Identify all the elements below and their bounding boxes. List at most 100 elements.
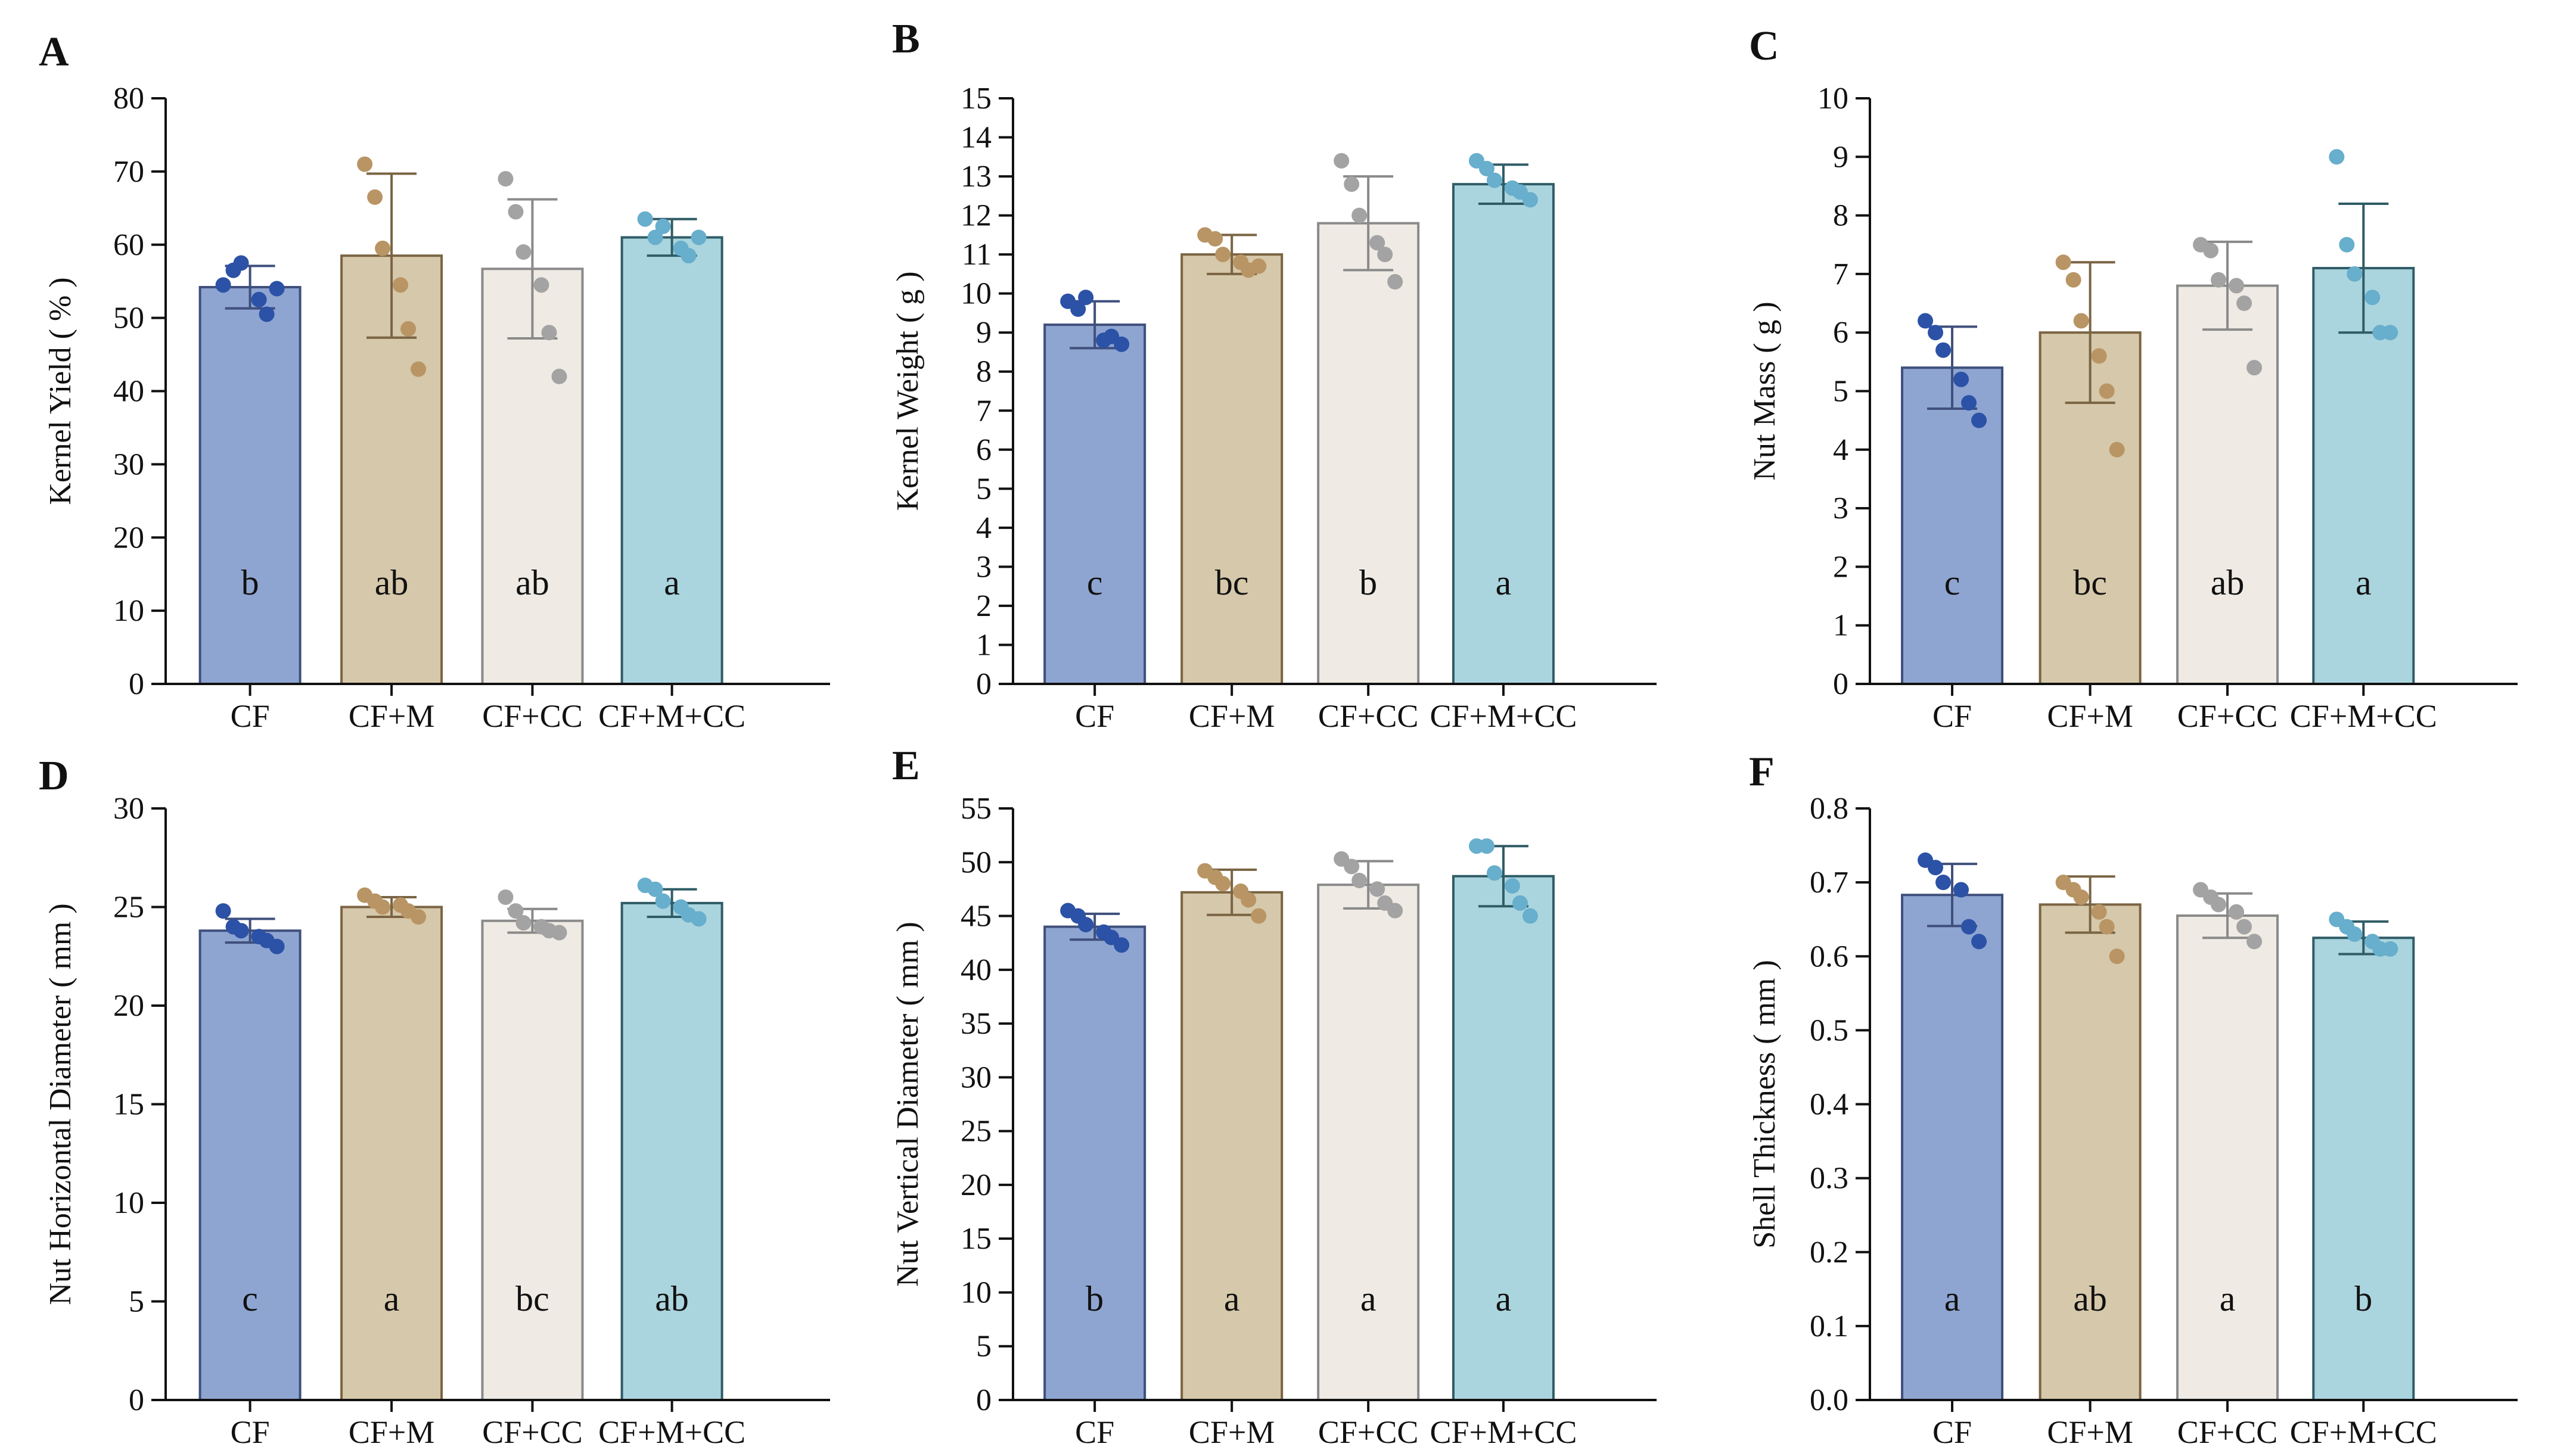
significance-letter: a [2356, 563, 2372, 602]
bar-cf [1901, 894, 2004, 1401]
data-point [375, 899, 391, 915]
data-point [1512, 895, 1528, 911]
data-point [1251, 908, 1267, 924]
bar-cf-m [340, 906, 443, 1401]
panel-letter: C [1749, 23, 1779, 69]
y-tick-label: 40 [113, 375, 144, 409]
data-point [2329, 149, 2345, 165]
y-tick-label: 13 [961, 160, 992, 194]
y-tick-label: 0.0 [1810, 1383, 1848, 1417]
bar-cf [1043, 323, 1146, 685]
data-point [393, 277, 409, 293]
y-tick-label: 6 [1833, 316, 1848, 350]
y-tick-label: 3 [976, 550, 992, 584]
data-point [515, 244, 532, 260]
x-category-label: CF [1075, 698, 1114, 734]
y-tick-label: 7 [976, 394, 992, 428]
y-tick-label: 40 [961, 953, 992, 987]
y-tick-label: 80 [113, 82, 144, 116]
x-category-label: CF+M+CC [2290, 698, 2437, 734]
significance-letter: ab [2073, 1279, 2107, 1318]
data-point [1078, 290, 1094, 306]
data-point [2091, 348, 2107, 364]
significance-letter: bc [1215, 563, 1249, 602]
y-tick-label: 15 [113, 1088, 144, 1122]
data-point [515, 914, 532, 931]
data-point [2229, 904, 2245, 920]
data-point [1251, 258, 1267, 274]
data-point [1486, 172, 1502, 188]
data-point [691, 229, 707, 245]
y-tick-label: 10 [113, 594, 144, 628]
y-tick-label: 30 [113, 792, 144, 826]
significance-letter: c [1087, 563, 1103, 602]
y-tick-label: 8 [1833, 199, 1848, 233]
y-tick-label: 5 [129, 1285, 144, 1319]
y-tick-label: 10 [113, 1186, 144, 1220]
data-point [1351, 207, 1368, 223]
x-category-label: CF+M [2047, 1414, 2133, 1450]
y-tick-label: 0.1 [1810, 1309, 1848, 1343]
data-point [2382, 325, 2398, 341]
significance-letter: a [1360, 1279, 1377, 1318]
x-category-label: CF+M [1189, 1414, 1275, 1450]
data-point [1351, 872, 1368, 888]
y-tick-label: 30 [961, 1060, 992, 1094]
bar-cf-cc [2176, 284, 2279, 685]
data-point [1918, 313, 1934, 329]
significance-letter: a [1496, 563, 1512, 602]
data-point [2236, 295, 2252, 312]
y-tick-label: 20 [113, 989, 144, 1023]
data-point [2347, 266, 2363, 282]
bar-cf-cc [1317, 222, 1420, 685]
x-category-label: CF [1932, 1414, 1972, 1450]
data-point [2099, 383, 2115, 399]
significance-letter: ab [2211, 563, 2245, 602]
bar-cf-cc [1317, 883, 1420, 1401]
data-point [2211, 897, 2227, 913]
x-category-label: CF+M+CC [1430, 698, 1577, 734]
data-point [508, 903, 524, 919]
y-tick-label: 14 [961, 121, 992, 155]
y-tick-label: 0 [1833, 667, 1848, 701]
y-tick-label: 4 [976, 511, 992, 545]
data-point [2055, 254, 2071, 270]
bar-cf-cc [481, 919, 584, 1402]
y-axis-title: Kernel Weight ( g ) [891, 271, 925, 511]
y-tick-label: 2 [976, 589, 992, 623]
data-point [2364, 290, 2381, 306]
y-tick-label: 8 [976, 355, 992, 389]
data-point [637, 211, 653, 227]
y-tick-label: 15 [961, 82, 992, 116]
data-point [2236, 919, 2252, 935]
y-tick-label: 0.5 [1810, 1013, 1848, 1047]
data-point [233, 923, 249, 939]
y-tick-label: 0 [976, 1383, 992, 1417]
data-point [1935, 875, 1952, 891]
data-point [259, 306, 275, 322]
y-tick-label: 25 [961, 1115, 992, 1149]
data-point [251, 291, 267, 307]
data-point [1961, 395, 1977, 411]
data-point [1078, 916, 1094, 932]
data-point [215, 277, 231, 293]
data-point [1369, 881, 1385, 897]
data-point [498, 171, 514, 187]
data-point [655, 893, 671, 909]
data-point [2065, 272, 2081, 288]
y-axis-title: Nut Horizontal Diameter ( mm ) [43, 903, 77, 1305]
y-axis-title: Nut Vertical Diameter ( mm ) [891, 922, 925, 1287]
x-category-label: CF+CC [1318, 1414, 1419, 1450]
y-tick-label: 25 [113, 891, 144, 925]
y-axis-title: Kernel Yield ( % ) [43, 277, 77, 505]
y-tick-label: 11 [962, 238, 992, 272]
data-point [647, 881, 663, 897]
bar-cf-cc [2176, 914, 2279, 1401]
data-point [533, 277, 549, 293]
bar-cf [1043, 925, 1146, 1401]
x-category-label: CF+CC [2177, 698, 2278, 734]
significance-letter: b [2354, 1279, 2372, 1318]
y-tick-label: 0.7 [1810, 866, 1848, 900]
panel-letter: B [892, 16, 920, 62]
